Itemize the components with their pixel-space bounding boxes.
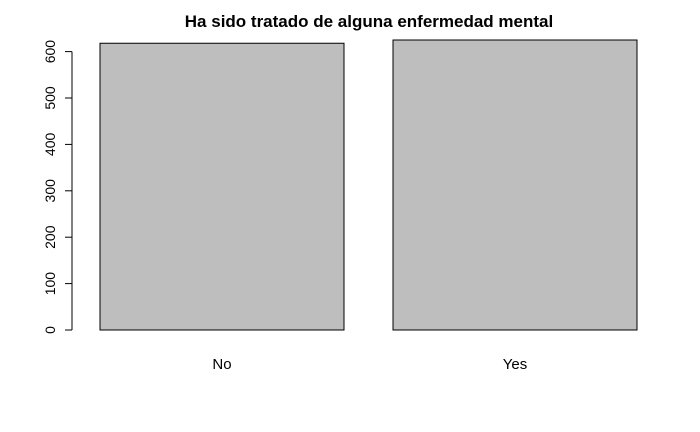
category-labels: No Yes <box>212 356 527 373</box>
category-label: Yes <box>503 356 527 373</box>
bar-yes <box>392 39 638 331</box>
y-tick-label: 600 <box>42 40 58 64</box>
y-tick-label: 200 <box>42 225 58 249</box>
y-tick-label: 100 <box>42 272 58 296</box>
chart-title: Ha sido tratado de alguna enfermedad men… <box>185 12 553 31</box>
bar-no <box>99 42 345 331</box>
y-tick-label: 0 <box>42 326 58 334</box>
category-label: No <box>212 356 231 373</box>
bars <box>99 39 638 331</box>
y-axis: 0 100 200 300 400 500 600 <box>42 40 73 334</box>
y-tick-label: 400 <box>42 133 58 157</box>
y-tick-label: 300 <box>42 179 58 203</box>
y-tick-label: 500 <box>42 86 58 110</box>
